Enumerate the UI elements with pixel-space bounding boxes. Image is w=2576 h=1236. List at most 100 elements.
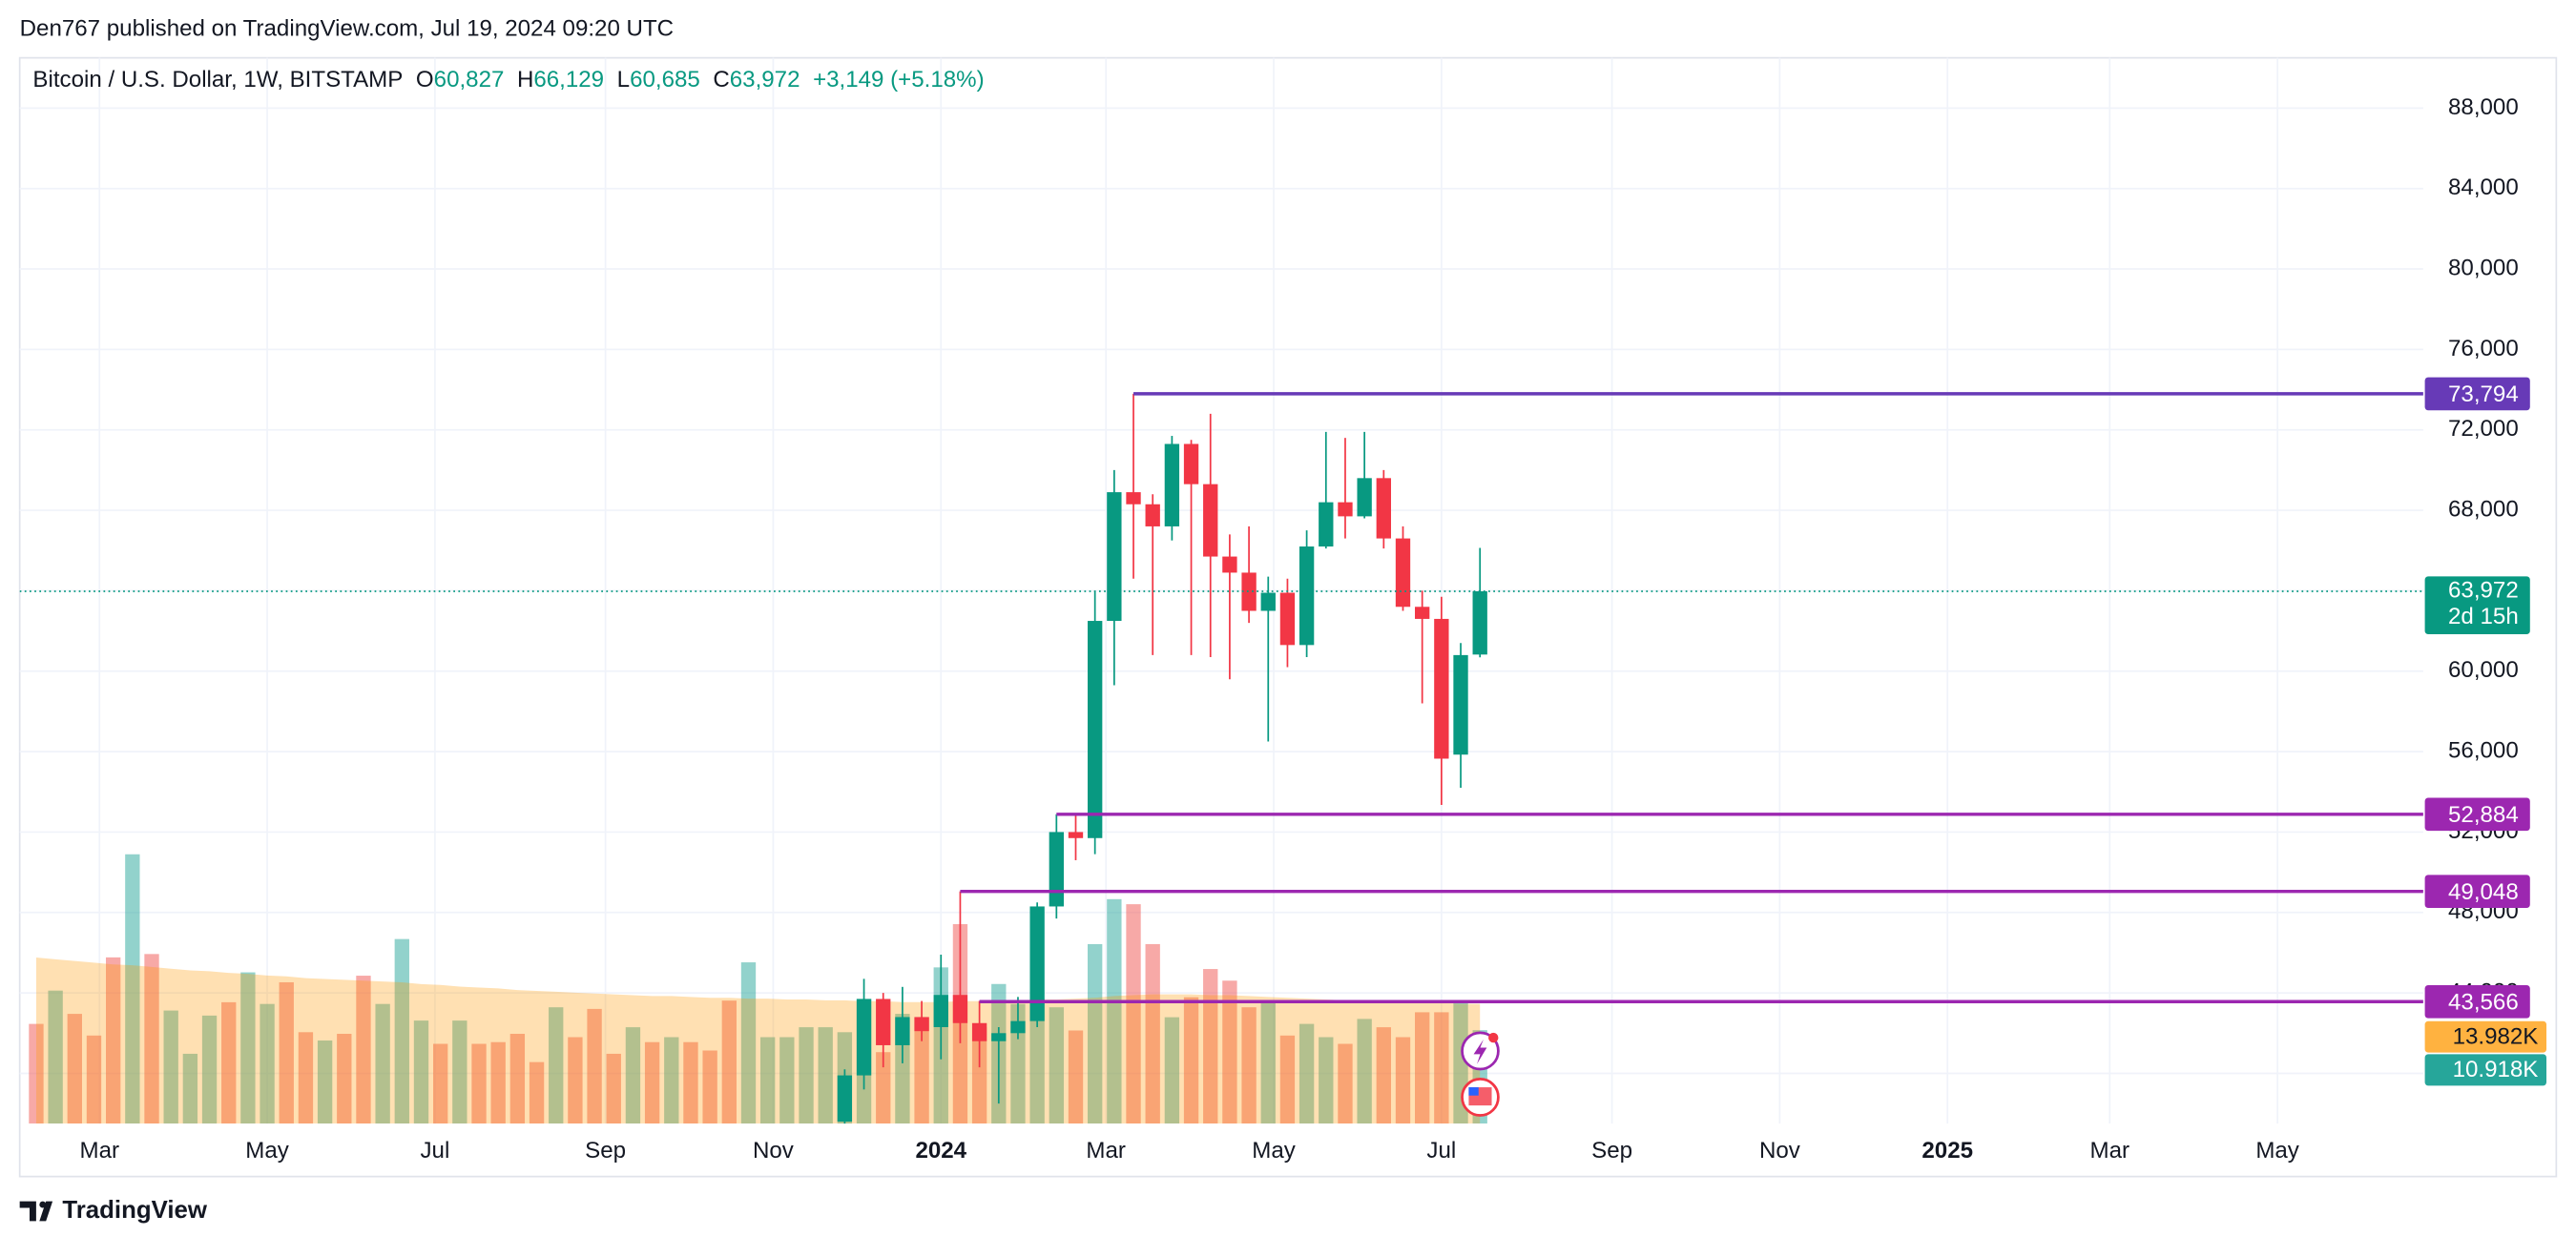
volume-bar (664, 1037, 679, 1124)
candle-body (1453, 654, 1468, 755)
plot (19, 393, 2423, 1124)
candle-body (933, 995, 948, 1027)
volume-bar (1338, 1043, 1353, 1124)
volume-bar (1395, 1037, 1411, 1124)
x-tick-label: Nov (1759, 1138, 1800, 1164)
volume-bar (356, 976, 371, 1124)
volume-bar (48, 990, 63, 1124)
level-box (2424, 377, 2530, 411)
volume-last-box (2424, 1054, 2547, 1086)
candle-body (1338, 502, 1353, 517)
legend-close: 63,972 (730, 67, 800, 93)
y-tick-label: 68,000 (2448, 496, 2519, 522)
volume-bar (606, 1053, 621, 1124)
volume-bar (86, 1035, 102, 1124)
volume-bar (1029, 999, 1045, 1124)
candle-body (1434, 618, 1449, 759)
candle-body (1395, 538, 1411, 608)
x-tick-label: Mar (2090, 1138, 2130, 1164)
candle-body (837, 1075, 853, 1123)
x-tick-label: Sep (585, 1138, 626, 1164)
volume-bar (471, 1043, 487, 1124)
volume-bar (1088, 943, 1103, 1124)
legend: Bitcoin / U.S. Dollar, 1W, BITSTAMP O60,… (32, 67, 984, 93)
volume-ma-box (2424, 1020, 2547, 1053)
volume-bar (587, 1008, 602, 1124)
legend-l: L (617, 67, 630, 93)
candle-body (1319, 502, 1334, 547)
level-label: 73,794 (2448, 381, 2519, 407)
volume-bar (1049, 1007, 1064, 1124)
volume-bar (549, 1007, 564, 1124)
icon-dot (1488, 1032, 1499, 1043)
candle-body (1279, 592, 1296, 646)
volume-bar (1376, 1027, 1391, 1124)
level-box (2424, 797, 2530, 832)
candle-body (1068, 832, 1084, 838)
logo-text: TradingView (62, 1197, 207, 1224)
volume-ma-label: 13.982K (2453, 1023, 2539, 1049)
volume-bar (799, 1027, 814, 1124)
volume-bar (221, 1001, 237, 1124)
legend-o: O (416, 67, 434, 93)
legend-open: 60,827 (434, 67, 505, 93)
volume-bar (105, 957, 121, 1124)
candle-body (856, 999, 872, 1076)
volume-bar (163, 1010, 178, 1124)
volume-bar (1357, 1019, 1372, 1124)
volume-bar (67, 1014, 82, 1124)
candle-body (914, 1017, 929, 1032)
volume-bar (490, 1041, 506, 1124)
candle-body (1145, 504, 1160, 526)
volume-ma-area (35, 958, 1481, 1124)
volume-bar (914, 1017, 929, 1124)
volume-bar (452, 1020, 467, 1124)
volume-bar (201, 1015, 218, 1124)
y-tick-label: 76,000 (2448, 336, 2519, 361)
candle-body (1183, 443, 1199, 484)
volume-last-label: 10.918K (2453, 1057, 2539, 1082)
volume-bar (1260, 1001, 1276, 1124)
volume-bar (779, 1037, 795, 1124)
logo-dot (39, 1201, 47, 1208)
last-price-box (2424, 576, 2530, 635)
volume-bar (1241, 1007, 1257, 1124)
volume-bar (337, 1034, 352, 1124)
legend-high: 66,129 (533, 67, 604, 93)
volume-bar (1279, 1035, 1296, 1124)
level-box (2424, 875, 2530, 909)
y-tick-label: 84,000 (2448, 175, 2519, 200)
volume-bar (1183, 997, 1199, 1124)
volume-bar (1222, 980, 1237, 1124)
countdown-label: 2d 15h (2448, 604, 2519, 629)
legend-c: C (713, 67, 729, 93)
legend-symbol: Bitcoin / U.S. Dollar, 1W, BITSTAMP (32, 67, 403, 93)
volume-bar (740, 962, 757, 1124)
x-tick-label: Sep (1591, 1138, 1632, 1164)
volume-bar (279, 981, 294, 1124)
volume-bar (702, 1050, 717, 1124)
volume-bar (1164, 1017, 1180, 1124)
icon-flag-canton (1468, 1087, 1479, 1096)
x-tick-label: Jul (1426, 1138, 1456, 1164)
volume-bar (1434, 1012, 1449, 1124)
candle-body (876, 999, 891, 1045)
volume-bar (1319, 1037, 1334, 1124)
volume-bar (818, 1027, 833, 1124)
x-tick-label: Mar (79, 1138, 119, 1164)
volume-bar (317, 1040, 333, 1124)
level-label: 49,048 (2448, 879, 2519, 905)
candle-body (1010, 1020, 1026, 1034)
y-tick-label: 80,000 (2448, 255, 2519, 280)
candle-body (895, 1017, 910, 1045)
volume-bar (1107, 898, 1122, 1124)
volume-bar (971, 1027, 987, 1124)
x-tick-label: Nov (753, 1138, 794, 1164)
last-price-label: 63,972 (2448, 577, 2519, 603)
volume-bar (1415, 1012, 1430, 1124)
volume-bar (1126, 904, 1141, 1124)
volume-bar (260, 1003, 275, 1124)
candle-body (1107, 492, 1122, 622)
volume-bar (394, 938, 409, 1124)
candle-body (1472, 591, 1487, 655)
